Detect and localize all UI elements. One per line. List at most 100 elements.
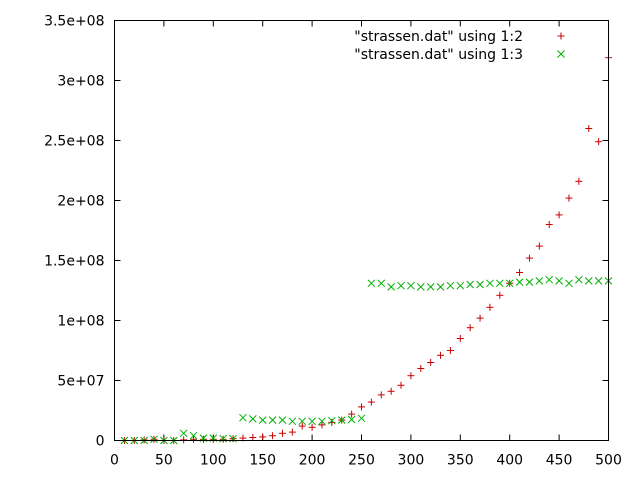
x-tick-label: 350 [447,453,474,469]
series-1-point [199,435,207,443]
y-tick-label: 2e+08 [57,194,104,210]
series-2-point [535,277,544,285]
series-2-point [476,280,484,289]
series-2-point [436,283,445,291]
x-tick-label: 150 [249,453,276,469]
series-1-point [407,372,415,380]
series-2-point [387,283,395,291]
x-tick-label: 450 [546,453,573,469]
x-tick-label: 300 [398,453,425,469]
series-1-point [466,324,474,332]
series-1-point [437,351,445,359]
series-1-point [456,335,464,342]
legend-label-2: "strassen.dat" using 1:3 [354,47,523,63]
series-2-point [189,431,198,440]
y-tick-labels: 0 5e+07 1e+08 1.5e+08 2e+08 2.5e+08 3e+08 3.5e+… [44,14,104,450]
series-1-point [358,403,365,411]
series-1-point [298,422,306,430]
y-tick-label: 3.5e+08 [44,14,104,30]
series-1-point [427,359,435,366]
series-1-point [476,314,484,322]
series-1-point [259,433,267,441]
series-2-point [150,435,158,444]
series-2-point [565,279,573,288]
series-1-point [318,421,326,429]
series-2-point [555,277,563,285]
series-2-point [466,280,475,289]
series-2-point [584,277,593,285]
x-tick-label: 500 [595,453,622,469]
series-2-point [258,416,267,424]
x-tick-label: 250 [348,453,375,469]
series-1-point [555,211,563,219]
legend-marker-1 [557,32,565,40]
x-tick-label: 200 [299,453,326,469]
series-2-point [416,283,425,291]
plot-frame [114,20,609,441]
series-1-point [180,436,188,444]
series-2-point [268,416,277,424]
series-2-point [248,415,257,423]
series-1-point [348,410,356,418]
series-1-point [446,347,454,354]
series-1-point [249,434,257,441]
series-2-point [278,416,287,424]
series-2-point [515,278,524,286]
series-2-point [505,279,514,288]
legend-marker-2 [557,50,565,58]
series-1-point [288,428,296,436]
series-2-point [407,281,415,290]
series-1-point [387,387,395,395]
series-2-point [328,416,336,425]
series-2-point [337,416,346,424]
y-tick-label: 1e+08 [57,314,104,330]
series-2-point [594,277,603,285]
legend: "strassen.dat" using 1:2 "strassen.dat" u… [354,29,565,63]
series-1-point [397,381,405,389]
series-2-point [377,279,386,288]
series-1-point [545,221,553,228]
y-tick-label: 0 [96,434,105,450]
series-1-point [209,435,217,443]
series-2-point [446,281,455,290]
series-1-point [575,177,583,185]
y-tick-label: 2.5e+08 [44,134,104,150]
series-2-point [318,417,326,426]
y-tick-label: 1.5e+08 [44,254,104,270]
series-2-point [357,414,366,423]
series-1-point [496,291,504,299]
series-1-point [535,242,543,250]
x-tick-label: 0 [110,453,119,469]
series-2-point [426,283,435,291]
series-1-point [278,429,286,437]
series-1-point [377,391,385,399]
series-2-point [229,434,237,443]
series-2-point [495,279,504,288]
series-1-point [190,435,198,443]
series-2-point [545,275,554,284]
y-tick-label: 5e+07 [57,374,104,390]
legend-label-1: "strassen.dat" using 1:2 [354,29,523,45]
series-2-point [298,417,307,426]
series-2-point [397,281,405,290]
x-tick-label: 100 [200,453,227,469]
x-tick-label: 50 [155,453,173,469]
series-1-point [269,432,277,440]
x-tick-labels: 0 50 100 150 200 250 300 350 400 450 500 [110,453,622,469]
data-points [120,54,613,445]
series-1-point [565,194,573,202]
series-2-point [308,417,316,426]
series-2-point [575,275,583,284]
series-2-point [456,281,465,290]
series-2-point [239,413,247,422]
series-2-point [486,279,494,288]
tick-marks [114,20,609,441]
series-1-point [516,269,524,276]
series-1-point [525,254,533,262]
series-1-point [486,303,494,311]
series-2-point [525,278,534,286]
x-tick-label: 400 [496,453,523,469]
series-2-point [288,417,297,426]
series-2-point [367,279,376,288]
